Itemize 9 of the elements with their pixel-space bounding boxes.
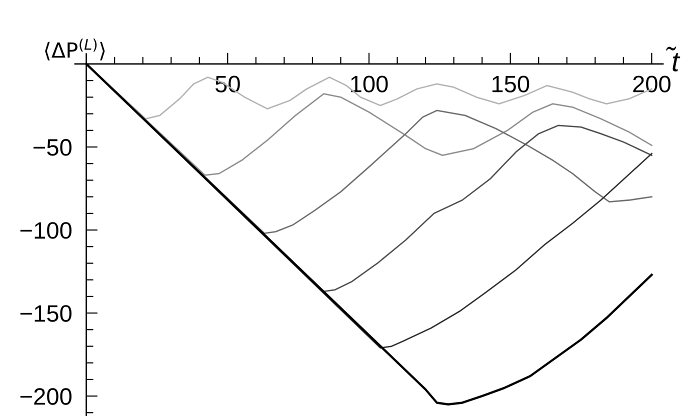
y-axis-title: ⟨ΔP$^{(L)}$⟩	[45, 38, 105, 60]
x-tick-label: 150	[492, 76, 530, 92]
x-axis-title: t̃	[666, 46, 680, 72]
y-tick-label: −100	[20, 222, 72, 239]
x-tick-label: 200	[633, 76, 670, 92]
y-tick-label: −50	[34, 139, 72, 156]
y-tick-label: −150	[20, 305, 72, 322]
y-tick-label: −200	[20, 388, 72, 405]
x-tick-label: 100	[351, 76, 388, 92]
